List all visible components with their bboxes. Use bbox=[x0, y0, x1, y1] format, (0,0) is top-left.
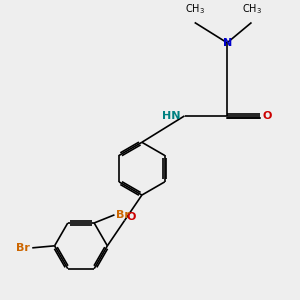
Text: O: O bbox=[126, 212, 135, 222]
Text: N: N bbox=[223, 38, 232, 48]
Text: CH$_3$: CH$_3$ bbox=[185, 3, 205, 16]
Text: Br: Br bbox=[116, 210, 130, 220]
Text: O: O bbox=[262, 111, 272, 121]
Text: Br: Br bbox=[16, 243, 30, 253]
Text: CH$_3$: CH$_3$ bbox=[242, 3, 262, 16]
Text: HN: HN bbox=[162, 111, 181, 121]
